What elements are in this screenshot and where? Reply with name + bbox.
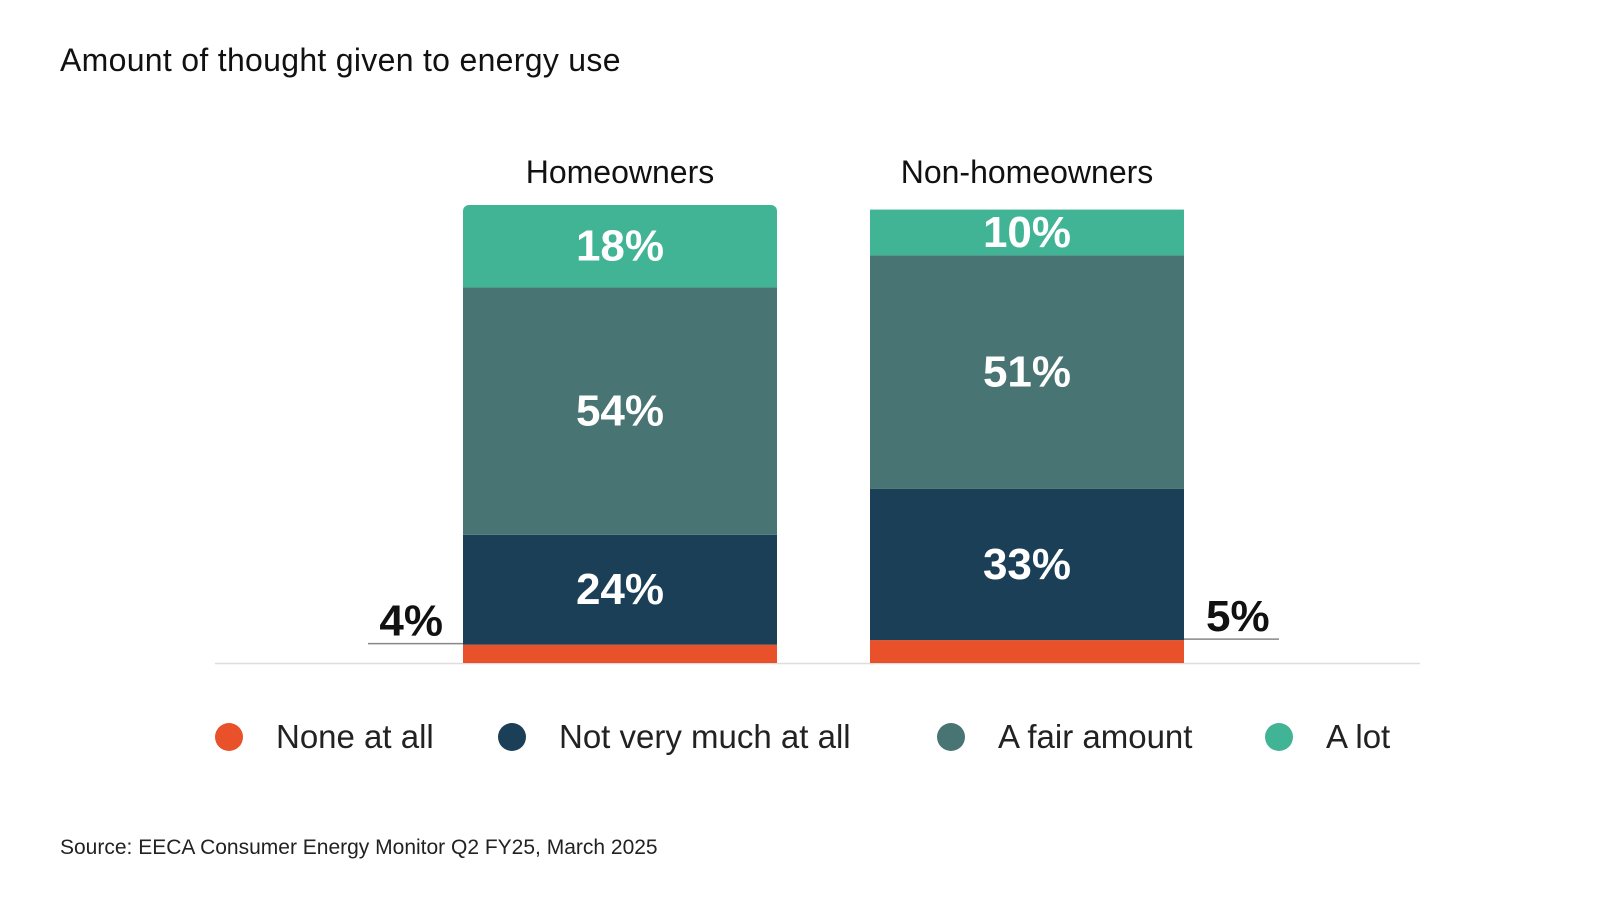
category-label-homeowners: Homeowners <box>526 154 715 190</box>
bar-segment-non-homeowners-not-very-much-at-all <box>870 488 1184 641</box>
data-label-homeowners-a-lot: 18% <box>576 222 664 271</box>
bar-segment-non-homeowners-a-fair-amount <box>870 255 1184 489</box>
data-label-homeowners-a-fair-amount: 54% <box>576 387 664 436</box>
legend-swatch-none-at-all <box>215 723 243 751</box>
data-label-homeowners-none-at-all: 4% <box>379 597 443 646</box>
chart-legend: None at all Not very much at all A fair … <box>0 712 1600 762</box>
legend-item-fair-amount: A fair amount <box>937 712 1192 762</box>
bar-stack-homeowners <box>463 205 777 663</box>
chart-title: Amount of thought given to energy use <box>60 42 621 78</box>
legend-label-not-very-much: Not very much at all <box>559 718 851 755</box>
bar-stack-non-homeowners <box>870 209 1184 663</box>
category-label-non-homeowners: Non-homeowners <box>901 154 1154 190</box>
legend-item-none-at-all: None at all <box>215 712 434 762</box>
bar-segment-non-homeowners-none-at-all <box>870 640 1184 663</box>
legend-item-a-lot: A lot <box>1265 712 1390 762</box>
data-label-homeowners-not-very-much-at-all: 24% <box>576 565 664 614</box>
bar-segment-homeowners-none-at-all <box>463 644 777 663</box>
data-label-non-homeowners-a-fair-amount: 51% <box>983 348 1071 397</box>
legend-label-a-lot: A lot <box>1326 718 1391 755</box>
source-note: Source: EECA Consumer Energy Monitor Q2 … <box>60 836 658 859</box>
legend-label-fair-amount: A fair amount <box>998 718 1193 755</box>
bar-segment-homeowners-a-fair-amount <box>463 287 777 535</box>
legend-item-not-very-much: Not very much at all <box>498 712 851 762</box>
bar-segment-homeowners-a-lot <box>463 205 777 288</box>
legend-label-none-at-all: None at all <box>276 718 434 755</box>
legend-swatch-not-very-much <box>498 723 526 751</box>
data-label-non-homeowners-not-very-much-at-all: 33% <box>983 540 1071 589</box>
data-label-non-homeowners-none-at-all: 5% <box>1206 592 1270 641</box>
stacked-bar-chart: 4% 24% 54% 18% Homeowners 5% 33% 51% 10% Non-home… <box>215 154 1420 665</box>
bar-segment-non-homeowners-a-lot <box>870 209 1184 256</box>
bar-segment-homeowners-not-very-much-at-all <box>463 534 777 645</box>
legend-swatch-a-lot <box>1265 723 1293 751</box>
legend-swatch-fair-amount <box>937 723 965 751</box>
data-label-non-homeowners-a-lot: 10% <box>983 208 1071 257</box>
